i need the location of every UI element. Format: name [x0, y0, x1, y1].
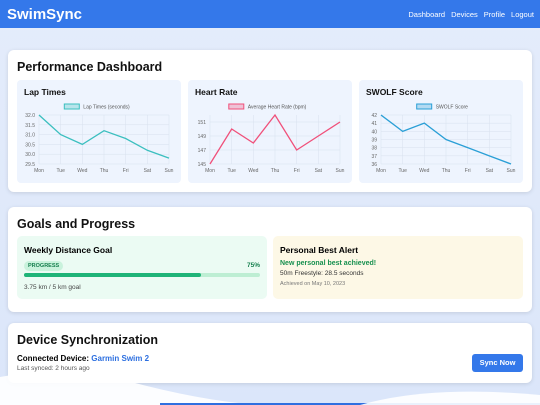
badge: PROGRESS [24, 261, 64, 271]
panel-title: Personal Best Alert [280, 245, 359, 255]
header: SwimSync Dashboard Devices Profile Logou… [0, 0, 540, 28]
x-tick-label: Wed [419, 168, 429, 174]
y-tick-label: 40 [371, 129, 377, 135]
y-tick-label: 29.5 [25, 162, 35, 168]
y-tick-label: 147 [198, 148, 207, 154]
x-tick-label: Thu [100, 168, 109, 174]
x-tick-label: Mon [34, 168, 44, 174]
chart-panel: Lap Times 29.5 30.0 30.5 31.0 31.5 32.0 Mon Tue W… [17, 80, 181, 183]
device-name: Garmin Swim 2 [91, 354, 150, 363]
progress-bar [24, 273, 201, 277]
panel-bg [17, 80, 181, 183]
x-tick-label: Wed [77, 168, 87, 174]
device-card: Device Synchronization Connected Device:… [8, 323, 532, 383]
chart-title: SWOLF Score [366, 87, 423, 97]
chart-panel: Heart Rate 145 147 149 151 Mon Tue Wed Thu Fri Sat… [188, 80, 352, 183]
device-label: Connected Device: [17, 354, 90, 363]
nav-link[interactable]: Logout [511, 10, 534, 19]
device-line: Connected Device: Garmin Swim 2 [17, 354, 149, 363]
y-tick-label: 30.0 [25, 152, 35, 158]
nav: Dashboard Devices Profile Logout [408, 10, 534, 19]
nav-link[interactable]: Profile [483, 10, 506, 19]
goals-card: Goals and Progress Weekly Distance Goal … [8, 207, 532, 312]
chart-title: Lap Times [24, 87, 66, 97]
y-tick-label: 39 [371, 138, 377, 144]
y-tick-label: 37 [371, 154, 377, 160]
x-tick-label: Fri [465, 168, 471, 174]
legend-label: Average Heart Rate (bpm) [248, 105, 307, 111]
best-headline: New personal best achieved! [280, 260, 377, 267]
line [38, 114, 170, 159]
nav-link[interactable]: Dashboard [408, 10, 446, 19]
legend-swatch [228, 103, 245, 110]
x-tick-label: Sat [144, 168, 152, 174]
legend-swatch [63, 103, 80, 110]
best-detail: 50m Freestyle: 28.5 seconds [280, 270, 364, 277]
best-date: Achieved on May 10, 2023 [280, 281, 346, 287]
y-tick-label: 145 [198, 162, 207, 168]
app-title: SwimSync [7, 6, 83, 23]
x-tick-label: Sat [486, 168, 494, 174]
panel-title: Weekly Distance Goal [24, 245, 113, 255]
waves [0, 371, 540, 405]
section-title: Goals and Progress [17, 217, 136, 231]
x-tick-label: Sun [336, 168, 345, 174]
x-tick-label: Fri [123, 168, 129, 174]
legend-label: SWOLF Score [436, 105, 468, 111]
nav-link[interactable]: Devices [451, 10, 478, 19]
x-tick-label: Wed [248, 168, 258, 174]
chart-panel: SWOLF Score 36 37 38 39 40 41 42 Mon Tue Wed Thu Fri… [359, 80, 523, 183]
section-title: Performance Dashboard [17, 60, 163, 74]
line [209, 113, 341, 165]
progress-track [24, 273, 260, 277]
legend-swatch [416, 103, 433, 110]
y-tick-label: 31.0 [25, 133, 35, 139]
goal-detail: 3.75 km / 5 km goal [24, 284, 81, 291]
y-tick-label: 41 [371, 121, 377, 127]
y-tick-label: 31.5 [25, 123, 35, 129]
x-tick-label: Tue [227, 168, 236, 174]
sync-button[interactable]: Sync Now [472, 354, 523, 372]
y-tick-label: 30.5 [25, 142, 35, 148]
y-tick-label: 149 [198, 134, 207, 140]
y-tick-label: 36 [371, 162, 377, 168]
section-title: Device Synchronization [17, 333, 159, 347]
y-tick-label: 38 [371, 146, 377, 152]
progress-label: 75% [246, 262, 260, 269]
line [380, 114, 512, 165]
x-tick-label: Tue [56, 168, 65, 174]
x-tick-label: Tue [398, 168, 407, 174]
x-tick-label: Mon [205, 168, 215, 174]
x-tick-label: Mon [376, 168, 386, 174]
x-tick-label: Sun [507, 168, 516, 174]
chart-title: Heart Rate [195, 87, 238, 97]
legend-label: Lap Times (seconds) [83, 105, 130, 111]
x-tick-label: Fri [294, 168, 300, 174]
x-tick-label: Sat [315, 168, 323, 174]
y-tick-label: 42 [371, 113, 377, 119]
sync-time: Last synced: 2 hours ago [17, 365, 90, 372]
y-tick-label: 151 [198, 120, 207, 126]
weekly-goal: Weekly Distance Goal PROGRESS 75% 3.75 k… [17, 236, 267, 299]
x-tick-label: Sun [165, 168, 174, 174]
best-alert: Personal Best Alert New personal best ac… [273, 236, 523, 299]
x-tick-label: Thu [442, 168, 451, 174]
x-tick-label: Thu [271, 168, 280, 174]
y-tick-label: 32.0 [25, 113, 35, 119]
